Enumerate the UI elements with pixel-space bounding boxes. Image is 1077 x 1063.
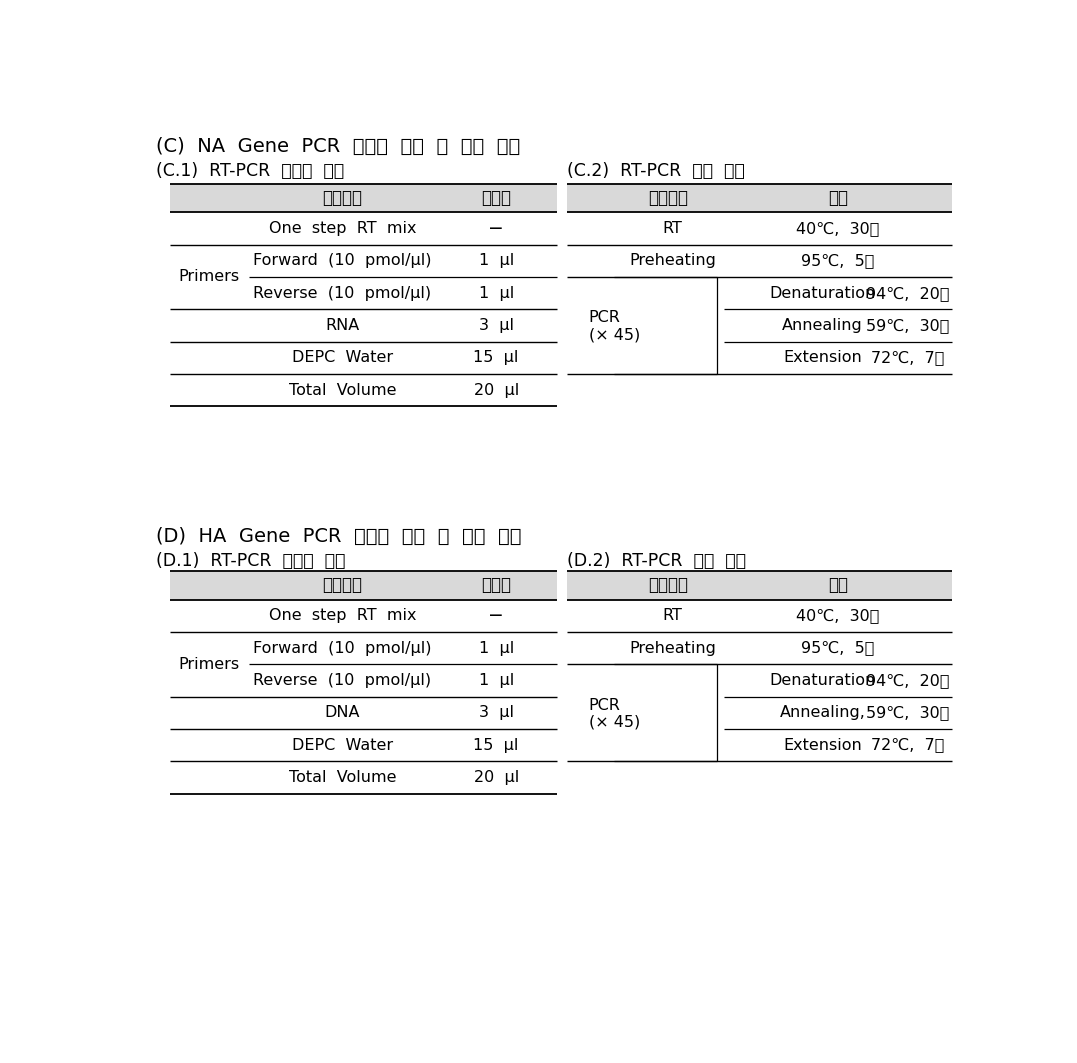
Text: DEPC  Water: DEPC Water <box>292 738 393 753</box>
Text: (C.2)  RT-PCR  반응  조건: (C.2) RT-PCR 반응 조건 <box>568 163 745 181</box>
Text: 1  μl: 1 μl <box>478 253 514 268</box>
Text: Preheating: Preheating <box>629 253 716 268</box>
Text: PCR: PCR <box>589 310 620 325</box>
Text: 1  μl: 1 μl <box>478 286 514 301</box>
Text: DEPC  Water: DEPC Water <box>292 351 393 366</box>
Text: 59℃,  30초: 59℃, 30초 <box>866 705 949 721</box>
Text: Primers: Primers <box>179 269 240 285</box>
Text: 쳊가량: 쳊가량 <box>481 189 512 207</box>
Text: 반응물질: 반응물질 <box>322 576 362 594</box>
Text: Reverse  (10  pmol/μl): Reverse (10 pmol/μl) <box>253 673 432 688</box>
Text: Annealing,: Annealing, <box>780 705 866 721</box>
Bar <box>568 184 952 213</box>
Text: Extension: Extension <box>783 738 862 753</box>
Text: 1  μl: 1 μl <box>478 673 514 688</box>
Text: RT: RT <box>662 221 683 236</box>
Text: 쳊가량: 쳊가량 <box>481 576 512 594</box>
Text: −: − <box>488 219 504 238</box>
Text: 95℃,  5분: 95℃, 5분 <box>801 253 875 268</box>
Text: 15  μl: 15 μl <box>474 738 519 753</box>
Text: Preheating: Preheating <box>629 641 716 656</box>
Text: Forward  (10  pmol/μl): Forward (10 pmol/μl) <box>253 641 432 656</box>
Text: RNA: RNA <box>325 318 360 333</box>
Text: 59℃,  30초: 59℃, 30초 <box>866 318 949 333</box>
Text: 3  μl: 3 μl <box>478 705 514 721</box>
Text: One  step  RT  mix: One step RT mix <box>268 608 416 623</box>
Text: (D.2)  RT-PCR  반응  조건: (D.2) RT-PCR 반응 조건 <box>568 552 746 570</box>
Text: 20  μl: 20 μl <box>474 770 519 784</box>
Text: 반응물질: 반응물질 <box>322 189 362 207</box>
Text: Annealing: Annealing <box>782 318 863 333</box>
Text: Total  Volume: Total Volume <box>289 383 396 398</box>
Text: 반응단계: 반응단계 <box>648 576 688 594</box>
Text: Denaturation: Denaturation <box>769 673 876 688</box>
Bar <box>169 184 557 213</box>
Text: RT: RT <box>662 608 683 623</box>
Text: (D.1)  RT-PCR  반응액  조성: (D.1) RT-PCR 반응액 조성 <box>156 552 346 570</box>
Text: Total  Volume: Total Volume <box>289 770 396 784</box>
Text: 조건: 조건 <box>828 189 848 207</box>
Text: 15  μl: 15 μl <box>474 351 519 366</box>
Text: 72℃,  7분: 72℃, 7분 <box>871 351 945 366</box>
Text: (× 45): (× 45) <box>589 714 640 729</box>
Text: Primers: Primers <box>179 657 240 672</box>
Text: 94℃,  20초: 94℃, 20초 <box>866 673 950 688</box>
Text: 72℃,  7분: 72℃, 7분 <box>871 738 945 753</box>
Text: 40℃,  30분: 40℃, 30분 <box>796 221 880 236</box>
Text: 조건: 조건 <box>828 576 848 594</box>
Text: 40℃,  30분: 40℃, 30분 <box>796 608 880 623</box>
Text: Reverse  (10  pmol/μl): Reverse (10 pmol/μl) <box>253 286 432 301</box>
Text: Denaturation: Denaturation <box>769 286 876 301</box>
Text: 3  μl: 3 μl <box>478 318 514 333</box>
Text: Extension: Extension <box>783 351 862 366</box>
Text: 95℃,  5분: 95℃, 5분 <box>801 641 875 656</box>
Text: −: − <box>488 606 504 625</box>
Text: 20  μl: 20 μl <box>474 383 519 398</box>
Text: (C)  NA  Gene  PCR  반응액  조성  및  반응  조건: (C) NA Gene PCR 반응액 조성 및 반응 조건 <box>156 137 520 156</box>
Text: 1  μl: 1 μl <box>478 641 514 656</box>
Text: DNA: DNA <box>324 705 360 721</box>
Text: (× 45): (× 45) <box>589 327 640 342</box>
Bar <box>568 571 952 600</box>
Text: Forward  (10  pmol/μl): Forward (10 pmol/μl) <box>253 253 432 268</box>
Text: 반응단계: 반응단계 <box>648 189 688 207</box>
Text: 94℃,  20초: 94℃, 20초 <box>866 286 950 301</box>
Text: (D)  HA  Gene  PCR  반응액  조성  및  반응  조건: (D) HA Gene PCR 반응액 조성 및 반응 조건 <box>156 527 522 546</box>
Text: (C.1)  RT-PCR  반응액  조성: (C.1) RT-PCR 반응액 조성 <box>156 163 345 181</box>
Bar <box>169 571 557 600</box>
Text: One  step  RT  mix: One step RT mix <box>268 221 416 236</box>
Text: PCR: PCR <box>589 697 620 712</box>
